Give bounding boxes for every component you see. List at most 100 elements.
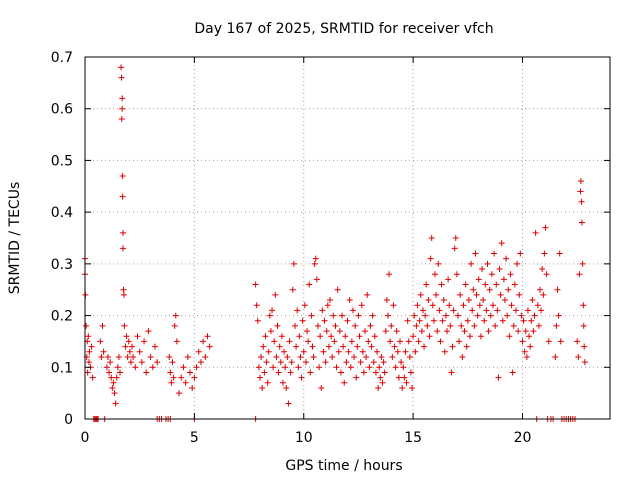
data-point: [252, 281, 259, 288]
data-point: [306, 281, 313, 288]
data-point: [262, 333, 269, 340]
data-point: [426, 333, 433, 340]
data-point: [332, 322, 339, 329]
data-point: [321, 317, 328, 324]
data-point: [333, 364, 340, 371]
data-point: [474, 312, 481, 319]
data-point: [261, 369, 268, 376]
data-point: [518, 312, 525, 319]
data-point: [318, 384, 325, 391]
data-point: [340, 343, 347, 350]
data-point: [336, 328, 343, 335]
data-point: [500, 276, 507, 283]
data-point: [530, 328, 537, 335]
data-point: [493, 281, 500, 288]
data-point: [380, 359, 387, 366]
data-point: [170, 374, 177, 381]
data-point: [473, 291, 480, 298]
data-point: [539, 266, 546, 273]
data-point: [125, 338, 132, 345]
data-point: [129, 343, 136, 350]
data-point: [287, 369, 294, 376]
data-point: [305, 338, 312, 345]
data-point: [111, 390, 118, 397]
data-point: [293, 343, 300, 350]
data-point: [387, 338, 394, 345]
data-point: [85, 333, 92, 340]
data-point: [534, 302, 541, 309]
data-point: [556, 250, 563, 257]
data-point: [425, 297, 432, 304]
data-point: [319, 307, 326, 314]
data-point: [120, 291, 127, 298]
data-point: [463, 343, 470, 350]
data-point: [99, 322, 106, 329]
x-tick-label: 20: [514, 430, 532, 446]
data-point: [152, 343, 158, 350]
y-axis-label: SRMTID / TECUs: [7, 182, 23, 295]
data-point: [507, 271, 514, 278]
data-point: [351, 353, 358, 360]
data-point: [542, 224, 549, 231]
y-tick-label: 0.7: [51, 50, 73, 66]
data-point: [136, 348, 143, 355]
data-point: [441, 348, 448, 355]
data-point: [193, 364, 200, 371]
data-point: [407, 369, 414, 376]
data-point: [124, 353, 131, 360]
data-point: [481, 317, 488, 324]
data-point: [180, 364, 187, 371]
data-point: [286, 338, 293, 345]
data-point: [257, 374, 263, 381]
data-point: [495, 374, 502, 381]
data-point: [182, 379, 189, 386]
data-point: [168, 379, 175, 386]
data-point: [363, 353, 370, 360]
data-point: [300, 348, 307, 355]
data-point: [296, 333, 303, 340]
data-point: [314, 322, 321, 329]
y-tick-label: 0.6: [51, 102, 73, 118]
data-point: [112, 400, 119, 407]
data-point: [464, 317, 471, 324]
data-point: [123, 333, 130, 340]
chart-title: Day 167 of 2025, SRMTID for receiver vfc…: [194, 21, 493, 37]
data-point: [402, 348, 409, 355]
data-point: [347, 364, 354, 371]
data-point: [471, 322, 478, 329]
data-point: [270, 364, 277, 371]
data-point: [389, 353, 396, 360]
data-point: [325, 343, 332, 350]
data-point: [275, 369, 282, 376]
data-point: [107, 359, 114, 366]
data-point: [406, 353, 413, 360]
data-point: [323, 328, 330, 335]
data-point: [540, 291, 547, 298]
data-point: [580, 322, 587, 329]
data-point: [578, 198, 585, 205]
data-point: [302, 359, 309, 366]
y-tick-label: 0.2: [51, 309, 73, 325]
data-point: [391, 343, 398, 350]
data-point: [320, 348, 327, 355]
data-point: [557, 338, 564, 345]
data-point: [113, 374, 120, 381]
data-point: [362, 328, 368, 335]
data-point: [204, 333, 211, 340]
data-point: [364, 291, 371, 298]
data-point: [545, 338, 552, 345]
data-point: [477, 333, 484, 340]
data-point: [324, 302, 331, 309]
data-point: [269, 307, 276, 314]
data-point: [382, 328, 389, 335]
data-point: [579, 260, 586, 267]
data-point: [355, 312, 362, 319]
data-point: [378, 353, 385, 360]
data-point: [200, 338, 207, 345]
data-point: [271, 338, 278, 345]
data-point: [461, 328, 468, 335]
data-point: [376, 364, 383, 371]
x-tick-labels: 0 5 10 15 20: [81, 430, 532, 446]
data-point: [422, 312, 429, 319]
data-point: [521, 348, 528, 355]
